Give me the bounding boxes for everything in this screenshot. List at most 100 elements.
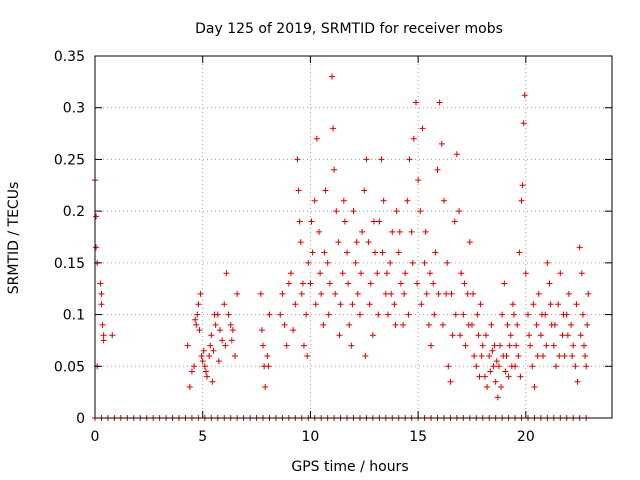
data-point — [207, 342, 214, 349]
data-point — [201, 363, 208, 370]
data-point — [313, 135, 320, 142]
data-point — [308, 218, 315, 225]
data-point — [406, 156, 413, 163]
data-point — [258, 327, 265, 334]
data-point — [580, 342, 587, 349]
data-point — [196, 327, 203, 334]
data-point — [208, 332, 215, 339]
data-point — [376, 218, 383, 225]
data-point — [202, 368, 209, 375]
data-point — [99, 321, 106, 328]
data-point — [352, 259, 359, 266]
data-point — [100, 332, 107, 339]
data-point — [431, 311, 438, 318]
data-point — [225, 311, 232, 318]
data-point — [353, 239, 360, 246]
data-point — [582, 352, 589, 359]
data-point — [210, 347, 217, 354]
data-point — [414, 280, 421, 287]
data-point — [540, 352, 547, 359]
data-point — [432, 249, 439, 256]
data-point — [557, 270, 564, 277]
tick-labels: 0 0.05 0.1 0.15 0.2 0.25 0.3 0.35 0 5 10 15 20 — [54, 49, 535, 445]
data-point — [198, 352, 205, 359]
data-point — [408, 228, 415, 235]
data-point — [584, 321, 591, 328]
data-point — [211, 311, 218, 318]
data-point — [93, 213, 100, 220]
data-point — [487, 368, 494, 375]
data-point — [296, 218, 303, 225]
data-point — [449, 332, 456, 339]
data-point — [396, 228, 403, 235]
data-point — [325, 311, 332, 318]
data-point — [367, 280, 374, 287]
data-point — [561, 352, 568, 359]
data-point — [505, 373, 512, 380]
data-point — [359, 228, 366, 235]
data-point — [304, 352, 311, 359]
y-tick-label: 0.1 — [63, 308, 85, 324]
data-point — [350, 208, 357, 215]
y-tick-label: 0.35 — [54, 49, 85, 65]
data-point — [383, 270, 390, 277]
data-point — [546, 280, 553, 287]
data-point — [534, 352, 541, 359]
data-point — [464, 290, 471, 297]
data-point — [552, 363, 559, 370]
data-point — [290, 327, 297, 334]
data-point — [473, 363, 480, 370]
data-point — [192, 316, 199, 323]
data-point — [527, 342, 534, 349]
data-point — [515, 352, 522, 359]
data-point — [516, 249, 523, 256]
data-point — [478, 352, 485, 359]
data-point — [392, 321, 399, 328]
data-point — [328, 73, 335, 80]
data-point — [212, 321, 219, 328]
data-point — [348, 342, 355, 349]
data-point — [400, 321, 407, 328]
data-point — [498, 383, 505, 390]
data-point — [510, 311, 517, 318]
data-point — [234, 290, 241, 297]
data-point — [428, 342, 435, 349]
data-point — [458, 270, 465, 277]
x-axis-label: GPS time / hours — [291, 459, 408, 475]
data-point — [476, 373, 483, 380]
data-point — [332, 290, 339, 297]
data-point — [456, 208, 463, 215]
data-point — [299, 280, 306, 287]
data-point — [522, 270, 529, 277]
chart-title: Day 125 of 2019, SRMTID for receiver mob… — [195, 21, 503, 37]
y-axis-label: SRMTID / TECUs — [6, 182, 22, 295]
data-point — [559, 332, 566, 339]
data-point — [262, 383, 269, 390]
data-point — [447, 378, 454, 385]
data-point — [344, 249, 351, 256]
data-point — [356, 311, 363, 318]
y-tick-label: 0 — [76, 411, 85, 427]
data-point — [345, 280, 352, 287]
data-point — [479, 342, 486, 349]
data-point — [493, 358, 500, 365]
data-point — [395, 249, 402, 256]
data-point — [475, 332, 482, 339]
data-point — [426, 270, 433, 277]
data-point — [311, 197, 318, 204]
x-tick-label: 10 — [302, 429, 320, 445]
data-point — [378, 156, 385, 163]
data-point — [486, 352, 493, 359]
data-point — [200, 347, 207, 354]
data-point — [492, 378, 499, 385]
data-point — [300, 342, 307, 349]
data-point — [340, 197, 347, 204]
data-point — [537, 332, 544, 339]
data-point — [195, 301, 202, 308]
data-point — [318, 290, 325, 297]
data-point — [572, 363, 579, 370]
data-point — [404, 197, 411, 204]
data-point — [535, 290, 542, 297]
data-point — [415, 177, 422, 184]
data-point — [440, 197, 447, 204]
